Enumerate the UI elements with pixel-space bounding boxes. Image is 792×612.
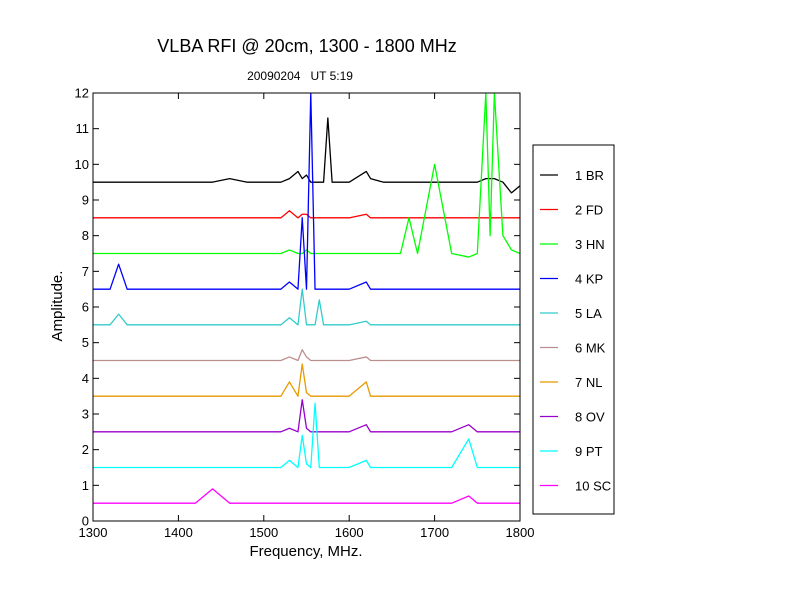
series-line-5 xyxy=(93,288,520,326)
series-line-8 xyxy=(93,399,520,433)
y-tick-label: 4 xyxy=(82,371,89,386)
series-line-3 xyxy=(93,93,520,258)
y-tick-label: 11 xyxy=(76,121,90,136)
chart-title: VLBA RFI @ 20cm, 1300 - 1800 MHz xyxy=(157,36,456,56)
y-tick-label: 3 xyxy=(82,407,89,422)
chart-subtitle: 20090204 UT 5:19 xyxy=(247,69,353,83)
x-axis-title: Frequency, MHz. xyxy=(249,543,362,560)
x-tick-label: 1600 xyxy=(335,525,364,540)
y-tick-label: 10 xyxy=(75,157,89,172)
legend-label: 10 SC xyxy=(575,479,611,494)
series-line-4 xyxy=(93,93,520,290)
y-tick-label: 0 xyxy=(82,514,89,529)
legend-box xyxy=(532,144,615,515)
legend-label: 3 HN xyxy=(575,237,605,252)
y-tick-label: 1 xyxy=(82,478,89,493)
y-tick-label: 9 xyxy=(82,193,89,208)
legend-label: 9 PT xyxy=(575,444,603,459)
plot-frame xyxy=(92,92,521,522)
y-tick-label: 12 xyxy=(75,86,89,101)
legend-label: 6 MK xyxy=(575,341,606,356)
legend-label: 5 LA xyxy=(575,306,602,321)
x-tick-label: 1700 xyxy=(420,525,449,540)
series-layer xyxy=(93,93,520,504)
legend-label: 8 OV xyxy=(575,410,605,425)
x-tick-label: 1800 xyxy=(506,525,535,540)
x-tick-label: 1500 xyxy=(249,525,278,540)
y-axis-title: Amplitude. xyxy=(49,271,66,342)
y-tick-label: 5 xyxy=(82,335,89,350)
legend-label: 4 KP xyxy=(575,272,603,287)
y-tick-label: 6 xyxy=(82,300,89,315)
series-line-1 xyxy=(93,117,520,194)
y-tick-label: 7 xyxy=(82,264,89,279)
legend-label: 2 FD xyxy=(575,203,603,218)
legend-label: 7 NL xyxy=(575,375,602,390)
x-tick-label: 1300 xyxy=(79,525,108,540)
series-line-7 xyxy=(93,363,520,397)
series-line-2 xyxy=(93,210,520,219)
series-line-9 xyxy=(93,402,520,469)
legend-label: 1 BR xyxy=(575,168,604,183)
legend-layer: 1 BR 2 FD 3 HN 4 KP 5 LA 6 MK 7 NL 8 OV 9 PT 10 S… xyxy=(540,168,611,494)
y-tick-label: 8 xyxy=(82,228,89,243)
series-line-10 xyxy=(93,488,520,504)
x-tick-label: 1400 xyxy=(164,525,193,540)
series-line-6 xyxy=(93,349,520,362)
y-tick-label: 2 xyxy=(82,442,89,457)
